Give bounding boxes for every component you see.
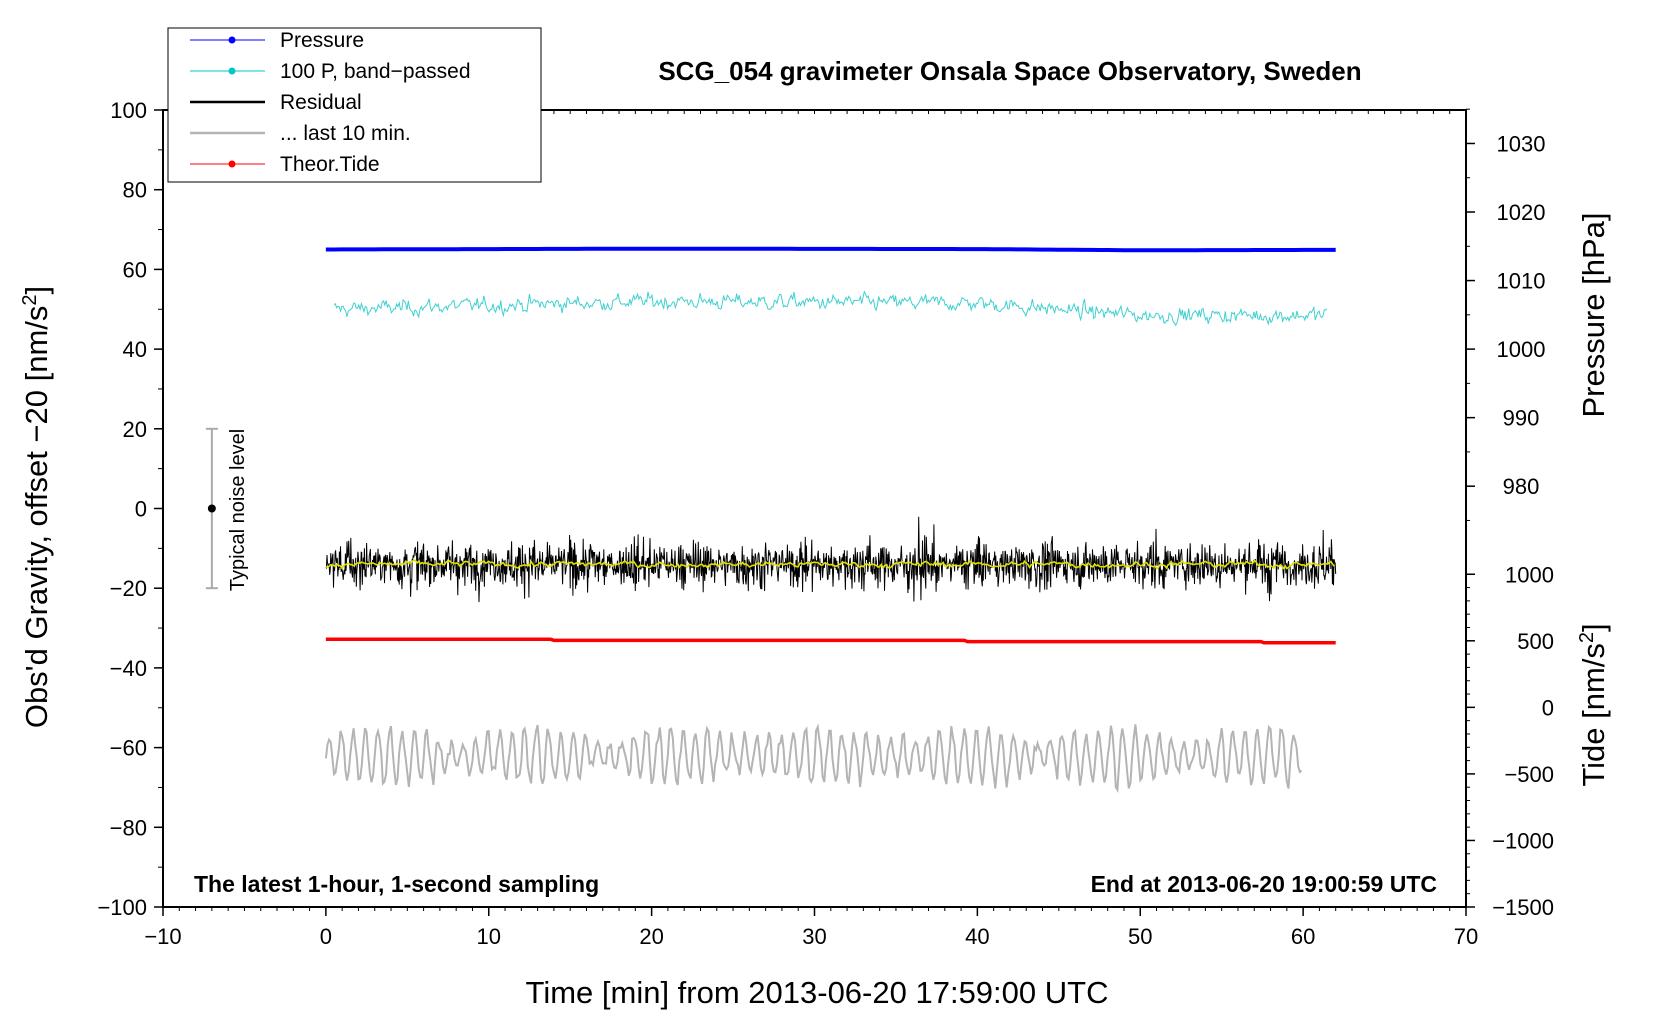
pressure-tick-label: 1000 [1497, 337, 1546, 362]
series-theor-tide [325, 637, 1336, 645]
pressure-tick-label: 980 [1503, 474, 1540, 499]
legend-marker [228, 160, 236, 168]
pressure-tick-label: 1010 [1497, 269, 1546, 294]
legend-marker [228, 67, 236, 75]
y-tick-label: −80 [110, 815, 147, 840]
legend-label: 100 P, band−passed [280, 60, 471, 83]
annotation-sampling: The latest 1-hour, 1-second sampling [194, 871, 599, 897]
x-axis: −10 0 10 20 30 40 50 60 70 [144, 110, 1478, 949]
x-tick-label: 0 [320, 924, 332, 949]
y-axis-left: 100 80 60 40 20 0 −20 −40 −60 −80 −100 [97, 98, 163, 920]
x-tick-label: 30 [802, 924, 826, 949]
noise-bar-label: Typical noise level [227, 429, 249, 591]
legend-label: Theor.Tide [280, 153, 380, 176]
legend-label: ... last 10 min. [280, 122, 411, 145]
y-tick-label: 100 [110, 98, 147, 123]
tide-tick-label: 500 [1517, 629, 1554, 654]
y-tick-label: −40 [110, 656, 147, 681]
series-residual [325, 516, 1337, 603]
y-tick-label: −100 [97, 895, 147, 920]
y-axis-tide-title: Tide [nm/s2] [1576, 623, 1611, 786]
y-tick-label: 60 [123, 257, 147, 282]
y-tick-label: −60 [110, 736, 147, 761]
legend-label: Residual [280, 91, 362, 114]
plot-border [162, 109, 1467, 908]
y-tick-label: 80 [123, 178, 147, 203]
x-tick-label: 60 [1291, 924, 1315, 949]
pressure-tick-label: 1030 [1497, 131, 1546, 156]
y-axis-left-title: Obs'd Gravity, offset −20 [nm/s2] [19, 286, 54, 728]
y-tick-label: 20 [123, 417, 147, 442]
y-axis-right: 1030 1020 1010 1000 990 980 1000 500 0 −500 −1000 −… [1466, 108, 1554, 920]
x-axis-title: Time [min] from 2013-06-20 17:59:00 UTC [526, 975, 1109, 1010]
legend-label: Pressure [280, 29, 364, 52]
x-tick-label: 40 [965, 924, 989, 949]
chart-title: SCG_054 gravimeter Onsala Space Observat… [658, 56, 1361, 86]
x-tick-label: 70 [1454, 924, 1478, 949]
series-pressure [325, 246, 1336, 253]
tide-tick-label: 1000 [1505, 562, 1554, 587]
y-tick-label: −20 [110, 576, 147, 601]
series-last-10-min [324, 723, 1303, 794]
series-layer [324, 246, 1337, 794]
y-axis-pressure-title: Pressure [hPa] [1576, 212, 1611, 417]
tide-tick-label: −500 [1504, 762, 1554, 787]
legend-box [167, 27, 542, 183]
series-band-passed [333, 290, 1328, 327]
legend-marker [228, 36, 236, 44]
tide-tick-label: −1500 [1492, 895, 1554, 920]
x-tick-label: 50 [1128, 924, 1152, 949]
tide-tick-label: 0 [1542, 695, 1554, 720]
plot-frame [162, 109, 1467, 908]
legend: Pressure 100 P, band−passed Residual ... la… [167, 27, 542, 183]
noise-bar [205, 427, 218, 590]
pressure-tick-label: 990 [1503, 406, 1540, 431]
x-tick-label: 10 [477, 924, 501, 949]
x-tick-label: −10 [144, 924, 181, 949]
series-residual-smoothed [325, 559, 1335, 570]
annotation-end-time: End at 2013-06-20 19:00:59 UTC [1091, 871, 1437, 897]
y-tick-label: 0 [135, 497, 147, 522]
x-tick-label: 20 [639, 924, 663, 949]
noise-bar-center-dot [207, 504, 216, 513]
y-tick-label: 40 [123, 337, 147, 362]
tide-tick-label: −1000 [1492, 828, 1554, 853]
pressure-tick-label: 1020 [1497, 200, 1546, 225]
